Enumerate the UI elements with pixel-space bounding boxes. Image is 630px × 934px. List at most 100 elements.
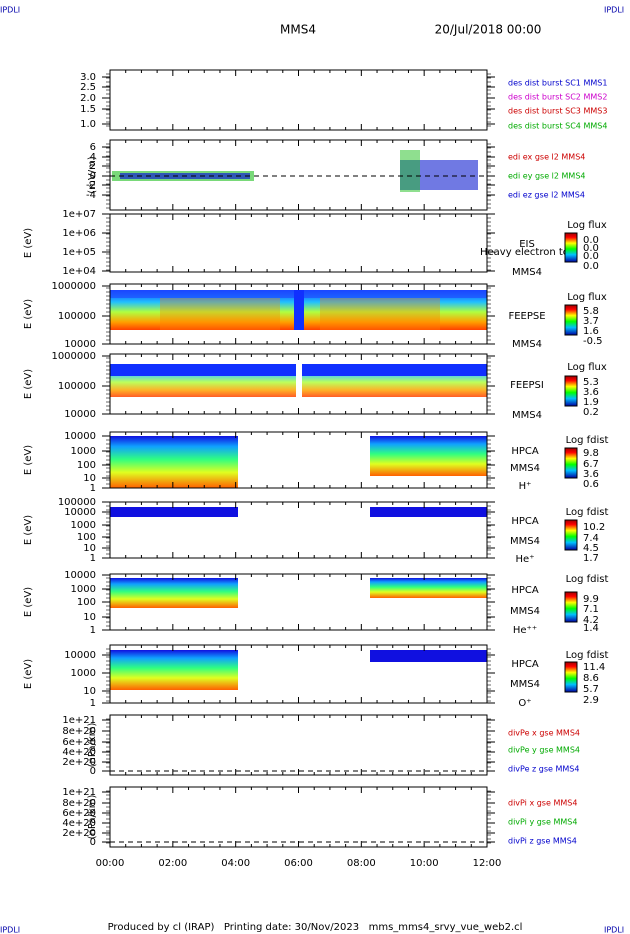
y-axis-label: E (eV) [23, 299, 34, 329]
legend-entry: edi ex gse l2 MMS4 [508, 153, 585, 162]
colorbar-label: 0.0 [583, 243, 599, 254]
colorbar-label: 1.7 [583, 553, 599, 564]
colorbar-label: 11.4 [583, 662, 605, 673]
y-tick-label: 100000 [58, 497, 96, 508]
y-tick-label: 1000 [71, 520, 96, 531]
y-tick-label: 1 [90, 698, 96, 709]
y-tick-label: 6e+20 [62, 737, 96, 748]
colorbar-title: Log fdist [566, 507, 609, 518]
instrument-label: MMS4 [512, 410, 542, 421]
colorbar-label: 9.9 [583, 594, 599, 605]
colorbar [564, 447, 578, 479]
y-tick-label: 0 [90, 171, 96, 182]
instrument-label: MMS4 [510, 463, 540, 474]
footer: Produced by cl (IRAP) Printing date: 30/… [108, 922, 523, 933]
colorbar-label: 5.8 [583, 306, 599, 317]
colorbar-label: 3.7 [583, 316, 599, 327]
y-tick-label: 1000 [71, 446, 96, 457]
y-tick-label: 100 [77, 460, 96, 471]
instrument-label: HPCA [511, 659, 539, 670]
y-tick-label: 1000 [71, 584, 96, 595]
y-tick-label: 2e+20 [62, 757, 96, 768]
colorbar [564, 661, 578, 693]
instrument-label: He⁺ [516, 554, 535, 565]
colorbar-label: 3.6 [583, 387, 599, 398]
panel-frame [109, 213, 488, 273]
instrument-label: MMS4 [510, 536, 540, 547]
y-tick-label: 10000 [64, 431, 96, 442]
logo: IPDLI [0, 926, 20, 934]
colorbar-label: 10.2 [583, 522, 605, 533]
legend-entry: des dist burst SC4 MMS4 [508, 122, 607, 131]
logo: IPDLI [604, 926, 624, 934]
y-tick-label: 10 [83, 543, 96, 554]
y-tick-label: -2 [86, 180, 96, 191]
instrument-label: HPCA [511, 446, 539, 457]
x-tick-label: 06:00 [284, 858, 313, 869]
legend-entry: edi ez gse l2 MMS4 [508, 191, 585, 200]
y-tick-label: 1 [90, 625, 96, 636]
legend-entry: divPe y gse MMS4 [508, 746, 580, 755]
y-tick-label: 1e+21 [62, 715, 96, 726]
y-tick-label: 1000000 [51, 351, 96, 362]
y-tick-label: 2 [90, 161, 96, 172]
instrument-label: MMS4 [510, 606, 540, 617]
y-tick-label: 100 [77, 532, 96, 543]
y-tick-label: 100000 [58, 381, 96, 392]
colorbar [564, 304, 578, 336]
colorbar-label: 4.5 [583, 543, 599, 554]
colorbar-label: 0.0 [583, 235, 599, 246]
y-tick-label: 1 [90, 553, 96, 564]
colorbar-label: 7.4 [583, 533, 599, 544]
x-tick-label: 10:00 [410, 858, 439, 869]
spectrogram-imagery [110, 150, 487, 690]
colorbar [564, 591, 578, 623]
legend-entry: edi ey gse l2 MMS4 [508, 172, 586, 181]
instrument-label: MMS4 [512, 267, 542, 278]
colorbar-label: 0.6 [583, 479, 599, 490]
y-tick-label: 10000 [64, 650, 96, 661]
y-tick-label: 8e+20 [62, 798, 96, 809]
y-axis-label: (mV/m) [87, 156, 98, 194]
x-tick-label: 08:00 [347, 858, 376, 869]
colorbar-label: 5.3 [583, 377, 599, 388]
y-tick-label: 1.5 [80, 104, 96, 115]
legend-entry: des dist burst SC1 MMS1 [508, 79, 607, 88]
logo: IPDLI [0, 6, 20, 15]
colorbar-label: 6.7 [583, 459, 599, 470]
y-tick-label: 1e+05 [62, 247, 96, 258]
legend-entry: divPe x gse MMS4 [508, 729, 580, 738]
title: MMS4 [280, 23, 316, 37]
colorbar-label: 0.0 [583, 261, 599, 272]
y-tick-label: 2.5 [80, 82, 96, 93]
y-tick-label: 8e+20 [62, 726, 96, 737]
colorbar-label: 3.6 [583, 469, 599, 480]
y-tick-label: 1.0 [80, 119, 96, 130]
y-tick-label: 10 [83, 612, 96, 623]
y-tick-label: 1e+04 [62, 266, 96, 277]
y-tick-label: 4 [90, 152, 96, 163]
legend-entry: des dist burst SC2 MMS2 [508, 93, 607, 102]
y-tick-label: 100 [77, 597, 96, 608]
colorbar [564, 375, 578, 407]
colorbar-label: 2.9 [583, 695, 599, 706]
y-tick-label: -4 [86, 190, 96, 201]
colorbar-label: 0.2 [583, 407, 599, 418]
y-axis-label: E (eV) [23, 445, 34, 475]
colorbar-title: Log fdist [566, 435, 609, 446]
y-tick-label: 10000 [64, 339, 96, 350]
instrument-label: He⁺⁺ [513, 625, 537, 636]
colorbar [564, 519, 578, 551]
y-tick-label: 10000 [64, 507, 96, 518]
y-axis-label: (nPa/km) [87, 723, 98, 768]
y-tick-label: 4e+20 [62, 818, 96, 829]
legend-entry: divPi x gse MMS4 [508, 799, 577, 808]
instrument-label: H⁺ [519, 481, 532, 492]
x-tick-label: 02:00 [158, 858, 187, 869]
y-tick-label: 1000 [71, 668, 96, 679]
legend-entry: divPi z gse MMS4 [508, 837, 577, 846]
legend-entry: divPi y gse MMS4 [508, 818, 577, 827]
y-tick-label: 100000 [58, 311, 96, 322]
colorbar-label: 9.8 [583, 448, 599, 459]
instrument-label: MMS4 [510, 679, 540, 690]
